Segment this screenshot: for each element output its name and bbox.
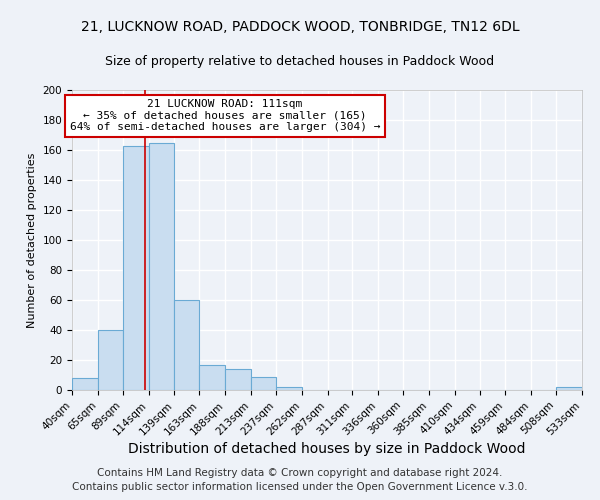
Bar	[225, 369, 251, 390]
Bar	[276, 387, 302, 390]
Bar	[251, 376, 276, 390]
Bar	[122, 146, 149, 390]
Text: Contains public sector information licensed under the Open Government Licence v.: Contains public sector information licen…	[72, 482, 528, 492]
Text: 21, LUCKNOW ROAD, PADDOCK WOOD, TONBRIDGE, TN12 6DL: 21, LUCKNOW ROAD, PADDOCK WOOD, TONBRIDG…	[80, 20, 520, 34]
Bar	[199, 364, 225, 390]
Bar	[98, 330, 122, 390]
Bar	[175, 300, 199, 390]
Bar	[72, 378, 98, 390]
Y-axis label: Number of detached properties: Number of detached properties	[27, 152, 37, 328]
Text: 21 LUCKNOW ROAD: 111sqm
← 35% of detached houses are smaller (165)
64% of semi-d: 21 LUCKNOW ROAD: 111sqm ← 35% of detache…	[70, 99, 380, 132]
Bar	[556, 387, 582, 390]
Text: Size of property relative to detached houses in Paddock Wood: Size of property relative to detached ho…	[106, 55, 494, 68]
Text: Contains HM Land Registry data © Crown copyright and database right 2024.: Contains HM Land Registry data © Crown c…	[97, 468, 503, 477]
Bar	[149, 142, 175, 390]
X-axis label: Distribution of detached houses by size in Paddock Wood: Distribution of detached houses by size …	[128, 442, 526, 456]
